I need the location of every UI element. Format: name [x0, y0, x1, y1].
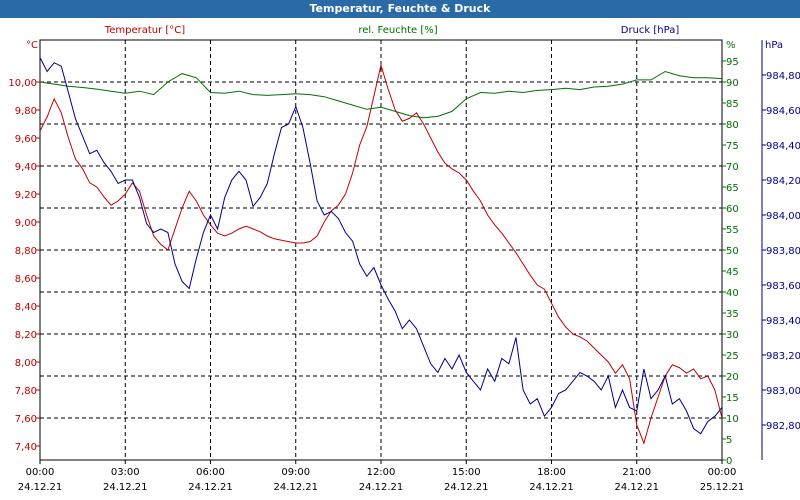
humidity-tick-label: 45: [726, 267, 739, 278]
temperature-series-line: [40, 63, 722, 445]
x-tick-label-date: 25.12.21: [700, 482, 745, 493]
humidity-tick-label: 35: [726, 309, 739, 320]
chart-canvas: 7,40 7,60 7,80 8,00 8,20 8,40 8,60 8,80 9,00 9,20…: [8, 25, 800, 493]
temperature-tick-label: 8,00: [15, 358, 37, 369]
pressure-series-line: [40, 57, 722, 435]
x-tick-label-time: 15:00: [452, 467, 481, 478]
pressure-axis-title: Druck [hPa]: [621, 25, 680, 36]
x-tick-label-time: 03:00: [111, 467, 140, 478]
humidity-tick-label: 85: [726, 99, 739, 110]
humidity-tick-label: 15: [726, 393, 739, 404]
x-axis: 00:00 24.12.21 03:00 24.12.21 06:00 24.12.21 0…: [18, 460, 745, 493]
x-tick-label-time: 00:00: [26, 467, 55, 478]
humidity-tick-label: 75: [726, 141, 739, 152]
axis-titles: °C Temperatur [°C] rel. Feuchte [%] Druck […: [26, 25, 783, 51]
x-tick-label-date: 24.12.21: [103, 482, 148, 493]
temperature-tick-label: 9,40: [15, 162, 37, 173]
x-tick-label-date: 24.12.21: [529, 482, 574, 493]
humidity-tick-label: 20: [726, 372, 739, 383]
temperature-tick-label: 9,80: [15, 106, 37, 117]
grid-lines: [40, 40, 722, 460]
temperature-tick-label: 7,80: [15, 386, 37, 397]
humidity-axis-title: rel. Feuchte [%]: [358, 25, 437, 36]
x-tick-label-time: 00:00: [708, 467, 737, 478]
humidity-tick-label: 90: [726, 78, 739, 89]
humidity-tick-label: 10: [726, 414, 739, 425]
humidity-tick-label: 25: [726, 351, 739, 362]
x-tick-label-time: 18:00: [537, 467, 566, 478]
temperature-tick-label: 8,20: [15, 330, 37, 341]
pressure-tick-label: 983,80: [766, 246, 800, 257]
humidity-tick-label: 30: [726, 330, 739, 341]
pressure-tick-label: 984,20: [766, 176, 800, 187]
temperature-tick-label: 9,00: [15, 218, 37, 229]
series-lines: [40, 57, 722, 445]
temperature-tick-label: 8,60: [15, 274, 37, 285]
pressure-tick-label: 984,60: [766, 106, 800, 117]
temperature-axis: 7,40 7,60 7,80 8,00 8,20 8,40 8,60 8,80 9,00 9,20…: [8, 78, 40, 453]
window-title: Temperatur, Feuchte & Druck: [309, 2, 491, 15]
pressure-unit-label: hPa: [765, 40, 783, 51]
humidity-tick-label: 80: [726, 120, 739, 131]
x-tick-label-time: 09:00: [281, 467, 310, 478]
temperature-tick-label: 7,40: [15, 442, 37, 453]
pressure-axis: 982,80 983,00 983,20 983,40 983,60 983,80 984,…: [762, 71, 800, 432]
pressure-tick-label: 982,80: [766, 421, 800, 432]
x-tick-label-time: 12:00: [367, 467, 396, 478]
humidity-tick-label: 0: [726, 456, 732, 467]
temperature-tick-label: 7,60: [15, 414, 37, 425]
pressure-tick-label: 983,60: [766, 281, 800, 292]
x-tick-label-date: 24.12.21: [188, 482, 233, 493]
x-tick-label-time: 21:00: [622, 467, 651, 478]
x-tick-label-date: 24.12.21: [18, 482, 63, 493]
window-title-bar: Temperatur, Feuchte & Druck: [0, 0, 800, 18]
humidity-series-line: [40, 70, 722, 119]
x-tick-label-date: 24.12.21: [444, 482, 489, 493]
x-tick-label-date: 24.12.21: [273, 482, 318, 493]
pressure-tick-label: 983,20: [766, 351, 800, 362]
humidity-axis: 0 5 10 15 20 25 30 35 40 45 50 55 60 65 70 75 80 85 90 95: [722, 57, 739, 467]
temperature-tick-label: 10,00: [8, 78, 37, 89]
humidity-tick-label: 95: [726, 57, 739, 68]
humidity-tick-label: 55: [726, 225, 739, 236]
humidity-unit-label: %: [726, 40, 736, 51]
pressure-tick-label: 983,40: [766, 316, 800, 327]
humidity-tick-label: 60: [726, 204, 739, 215]
temperature-axis-title: Temperatur [°C]: [104, 25, 185, 36]
pressure-tick-label: 983,00: [766, 386, 800, 397]
pressure-tick-label: 984,40: [766, 141, 800, 152]
humidity-tick-label: 40: [726, 288, 739, 299]
temperature-tick-label: 8,40: [15, 302, 37, 313]
pressure-tick-label: 984,80: [766, 71, 800, 82]
temperature-tick-label: 8,80: [15, 246, 37, 257]
humidity-tick-label: 70: [726, 162, 739, 173]
humidity-tick-label: 65: [726, 183, 739, 194]
humidity-tick-label: 50: [726, 246, 739, 257]
x-tick-label-date: 24.12.21: [614, 482, 659, 493]
humidity-tick-label: 5: [726, 435, 732, 446]
pressure-tick-label: 984,00: [766, 211, 800, 222]
temperature-tick-label: 9,20: [15, 190, 37, 201]
x-tick-label-time: 06:00: [196, 467, 225, 478]
temperature-tick-label: 9,60: [15, 134, 37, 145]
x-tick-label-date: 24.12.21: [359, 482, 404, 493]
temperature-unit-label: °C: [26, 40, 38, 51]
